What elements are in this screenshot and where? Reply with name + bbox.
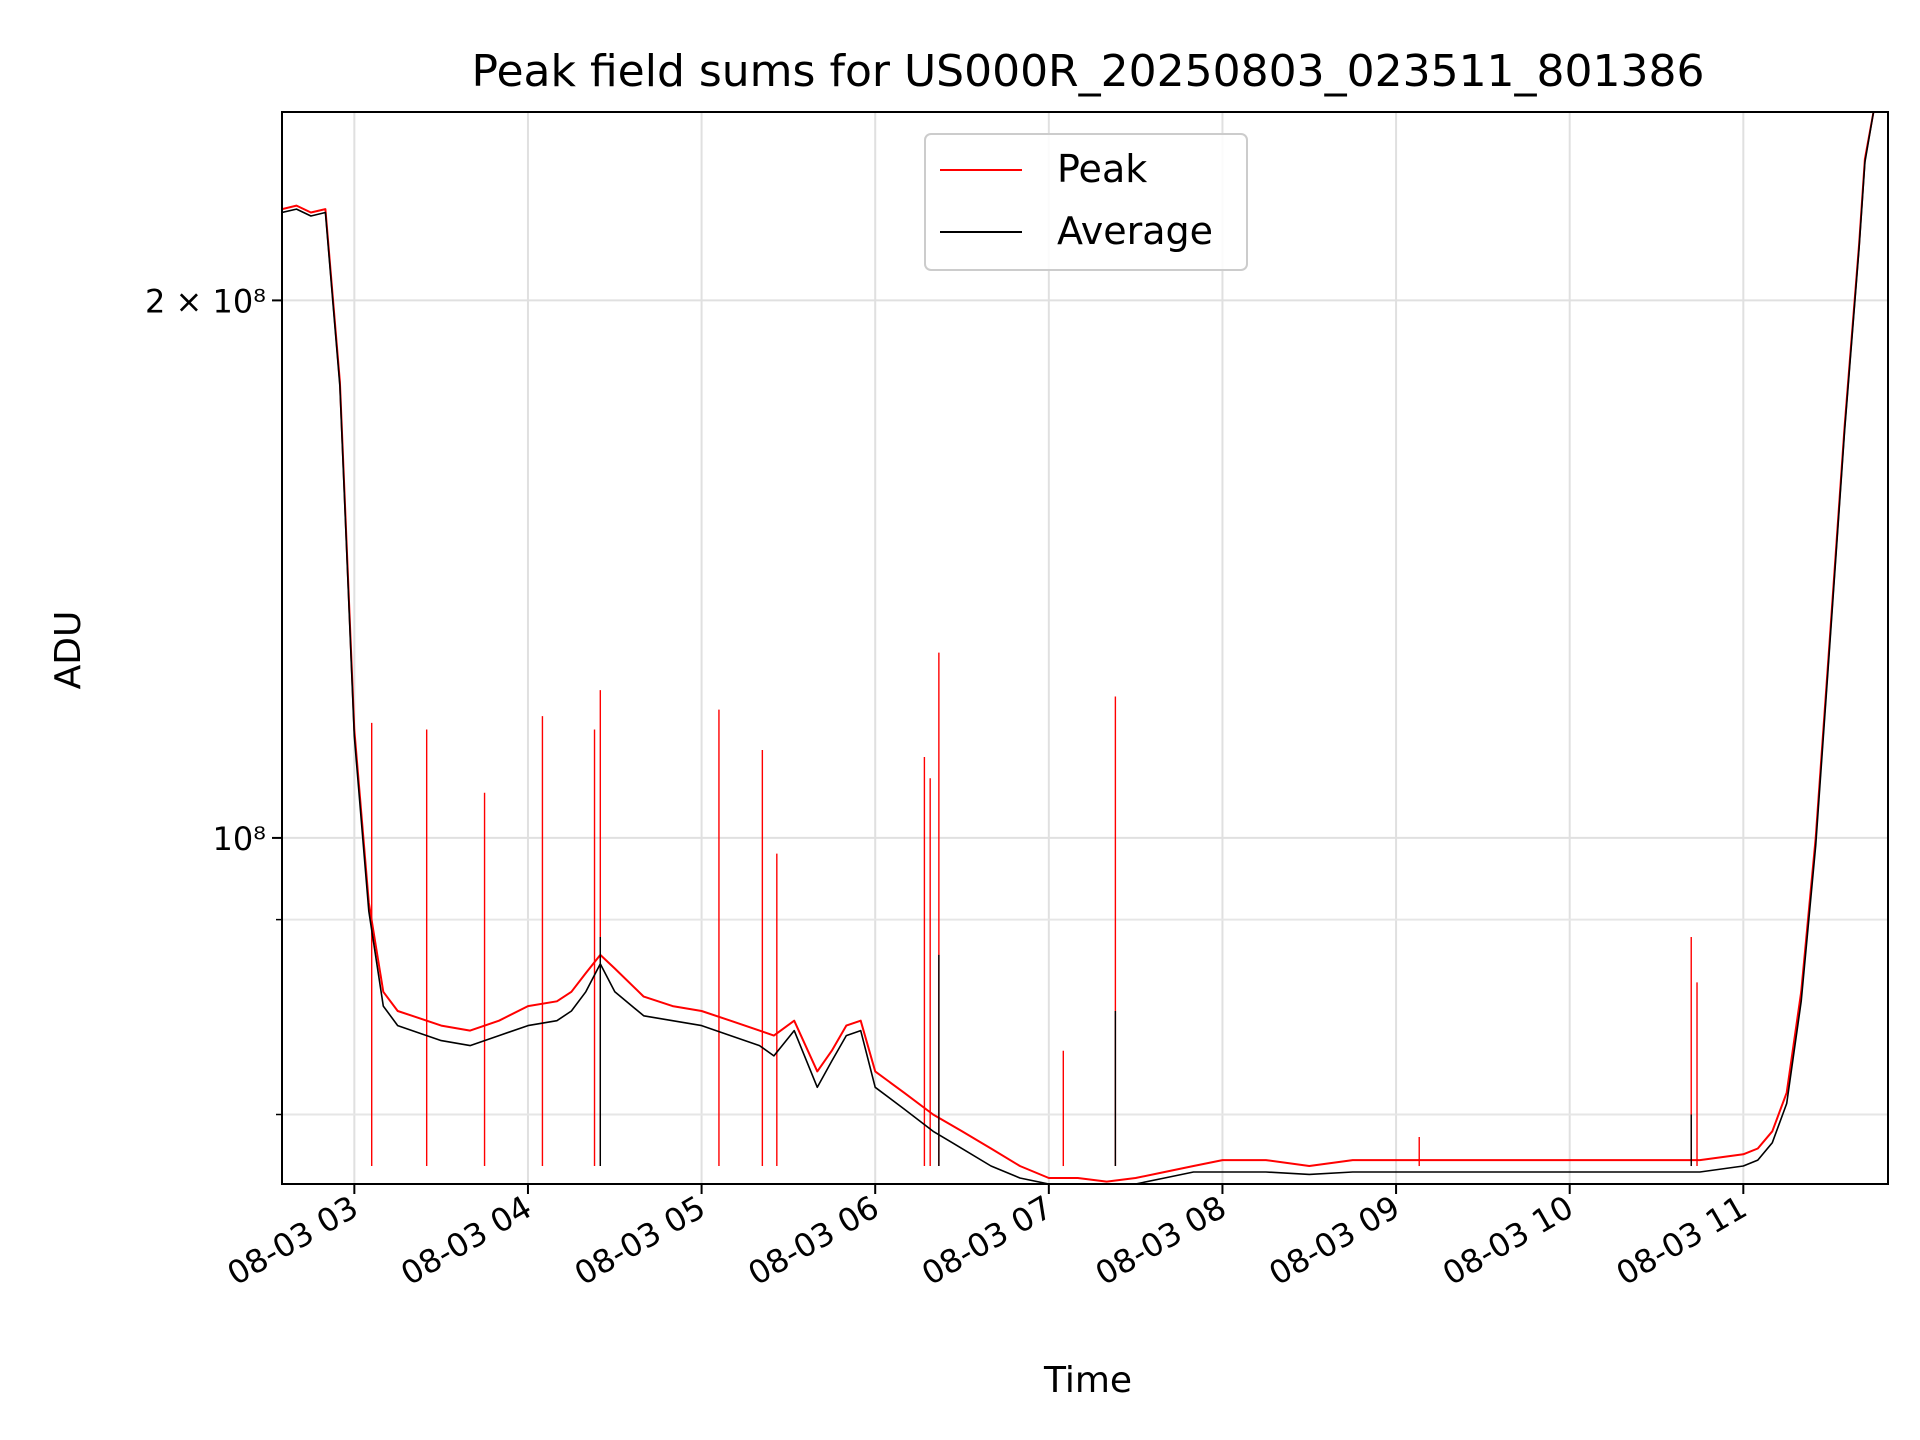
plot-frame — [281, 111, 1889, 1185]
chart-title: Peak field sums for US000R_20250803_0235… — [471, 46, 1704, 97]
series-group — [282, 112, 1888, 1184]
y-tick-label: 10⁸ — [212, 820, 266, 858]
legend-box — [924, 133, 1248, 271]
x-tick-label: 08-03 06 — [742, 1188, 886, 1293]
x-tick-label: 08-03 05 — [568, 1188, 712, 1293]
x-axis-label: Time — [1043, 1360, 1132, 1401]
series-line-peak — [282, 112, 1888, 1183]
legend: Peak Average — [924, 133, 1248, 271]
y-tick-label: 2 × 10⁸ — [145, 282, 266, 320]
x-tick-label: 08-03 08 — [1089, 1188, 1233, 1293]
x-tick-label: 08-03 03 — [221, 1188, 365, 1293]
legend-average-label: Average — [1057, 209, 1213, 253]
legend-peak-label: Peak — [1057, 147, 1147, 191]
x-tick-label: 08-03 11 — [1610, 1188, 1754, 1293]
x-tick-label: 08-03 10 — [1436, 1188, 1580, 1293]
x-tick-label: 08-03 04 — [394, 1188, 538, 1293]
y-axis-label: ADU — [48, 611, 89, 690]
x-tick-label: 08-03 09 — [1262, 1188, 1406, 1293]
series-line-average — [282, 112, 1888, 1184]
grid — [282, 112, 1888, 1184]
series-lines — [282, 112, 1888, 1184]
x-tick-label: 08-03 07 — [915, 1188, 1059, 1293]
